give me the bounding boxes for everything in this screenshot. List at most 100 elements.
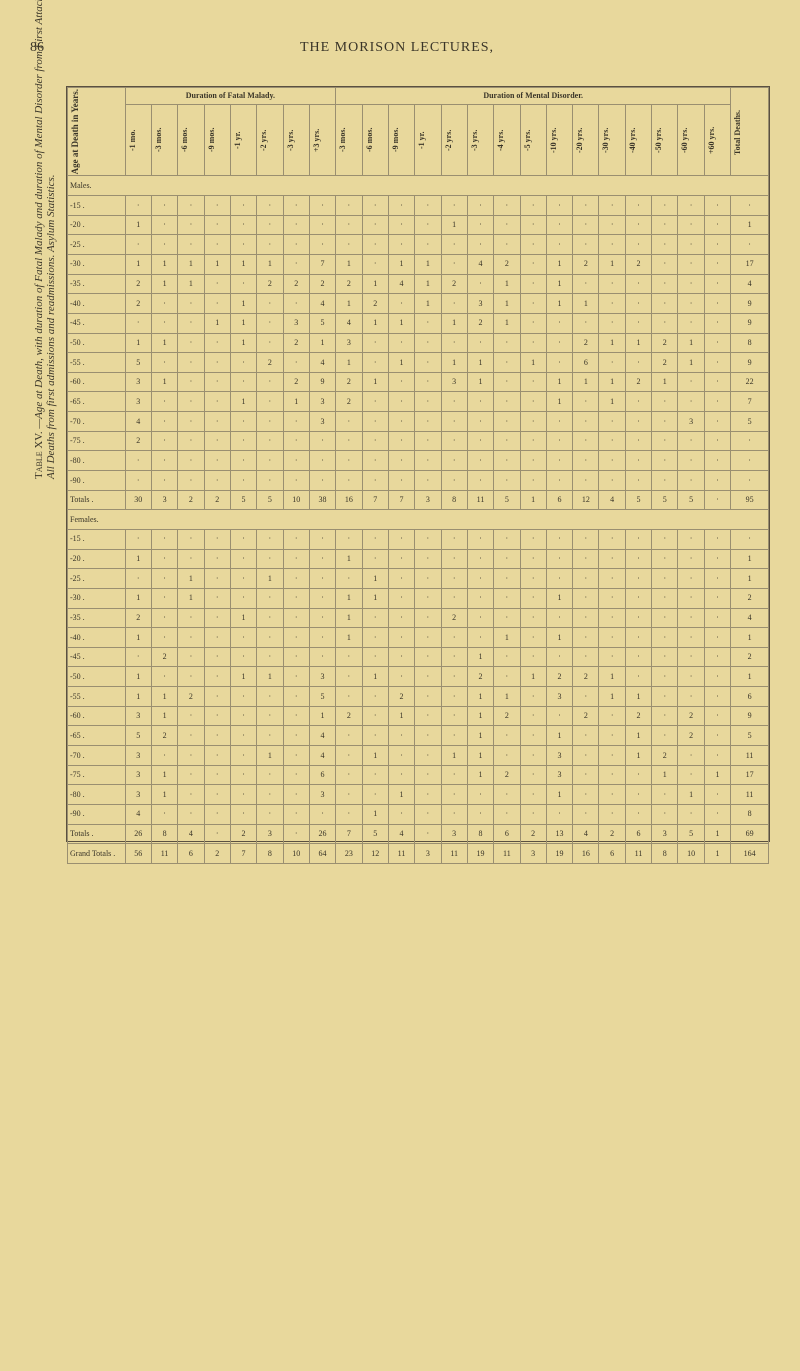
cell: 1: [283, 392, 309, 412]
cell: ·: [283, 745, 309, 765]
cell: ·: [652, 529, 678, 549]
cell: ·: [388, 608, 414, 628]
cell: ·: [467, 431, 493, 451]
cell: ·: [257, 549, 283, 569]
cell: ·: [678, 608, 704, 628]
cell: ·: [151, 549, 177, 569]
cell: ·: [415, 235, 441, 255]
cell: ·: [283, 294, 309, 314]
cell: ·: [599, 196, 625, 216]
cell: 1: [336, 254, 362, 274]
cell: ·: [151, 353, 177, 373]
cell: 2: [494, 765, 520, 785]
col-header: -10 yrs.: [549, 115, 559, 165]
cell: 4: [309, 294, 335, 314]
cell: ·: [204, 745, 230, 765]
cell: 4: [125, 412, 151, 432]
cell: ·: [388, 333, 414, 353]
cell: ·: [257, 215, 283, 235]
cell: ·: [520, 608, 546, 628]
col-header: -4 yrs.: [496, 115, 506, 165]
row-label: -35 .: [68, 274, 126, 294]
cell: ·: [125, 196, 151, 216]
row-total: 1: [731, 628, 769, 648]
cell: ·: [546, 215, 572, 235]
cell: 1: [362, 588, 388, 608]
cell: 1: [494, 274, 520, 294]
row-total: ·: [731, 529, 769, 549]
cell: ·: [204, 824, 230, 844]
cell: 1: [388, 353, 414, 373]
cell: 1: [362, 745, 388, 765]
cell: ·: [257, 785, 283, 805]
cell: ·: [257, 765, 283, 785]
cell: ·: [441, 333, 467, 353]
cell: 2: [230, 824, 256, 844]
cell: ·: [230, 804, 256, 824]
cell: ·: [362, 687, 388, 707]
cell: ·: [704, 687, 730, 707]
cell: 2: [652, 333, 678, 353]
cell: ·: [178, 549, 204, 569]
cell: 3: [125, 372, 151, 392]
cell: ·: [599, 804, 625, 824]
cell: ·: [309, 569, 335, 589]
cell: ·: [652, 412, 678, 432]
cell: ·: [520, 196, 546, 216]
row-label: -40 .: [68, 628, 126, 648]
cell: ·: [625, 431, 651, 451]
row-label: -55 .: [68, 353, 126, 373]
cell: 1: [599, 667, 625, 687]
cell: ·: [283, 687, 309, 707]
cell: ·: [573, 313, 599, 333]
cell: ·: [467, 235, 493, 255]
cell: ·: [704, 254, 730, 274]
cell: ·: [257, 235, 283, 255]
cell: 11: [441, 844, 467, 864]
row-total: 17: [731, 254, 769, 274]
cell: 1: [678, 333, 704, 353]
cell: ·: [178, 529, 204, 549]
cell: 1: [467, 706, 493, 726]
cell: ·: [546, 471, 572, 491]
cell: ·: [704, 569, 730, 589]
cell: ·: [467, 628, 493, 648]
cell: 1: [257, 254, 283, 274]
cell: ·: [520, 274, 546, 294]
cell: ·: [362, 215, 388, 235]
cell: 2: [204, 490, 230, 510]
cell: ·: [652, 667, 678, 687]
cell: 2: [652, 745, 678, 765]
cell: 3: [125, 765, 151, 785]
cell: ·: [704, 215, 730, 235]
row-label: -60 .: [68, 372, 126, 392]
cell: ·: [151, 294, 177, 314]
cell: 1: [599, 687, 625, 707]
cell: 3: [546, 745, 572, 765]
cell: 2: [204, 844, 230, 864]
cell: ·: [257, 431, 283, 451]
row-total: 8: [731, 804, 769, 824]
total-deaths-header: Total Deaths.: [733, 107, 743, 157]
cell: ·: [257, 529, 283, 549]
cell: ·: [494, 549, 520, 569]
row-label: -30 .: [68, 588, 126, 608]
cell: ·: [415, 392, 441, 412]
cell: 1: [151, 765, 177, 785]
cell: ·: [388, 588, 414, 608]
cell: ·: [546, 706, 572, 726]
cell: ·: [520, 569, 546, 589]
cell: ·: [257, 451, 283, 471]
cell: ·: [204, 549, 230, 569]
cell: 1: [388, 706, 414, 726]
row-total: 9: [731, 353, 769, 373]
cell: ·: [441, 569, 467, 589]
cell: ·: [520, 765, 546, 785]
cell: 8: [151, 824, 177, 844]
cell: ·: [309, 647, 335, 667]
col-header: -6 mos.: [365, 115, 375, 165]
cell: 1: [309, 706, 335, 726]
cell: 1: [362, 667, 388, 687]
cell: ·: [704, 667, 730, 687]
cell: ·: [494, 333, 520, 353]
